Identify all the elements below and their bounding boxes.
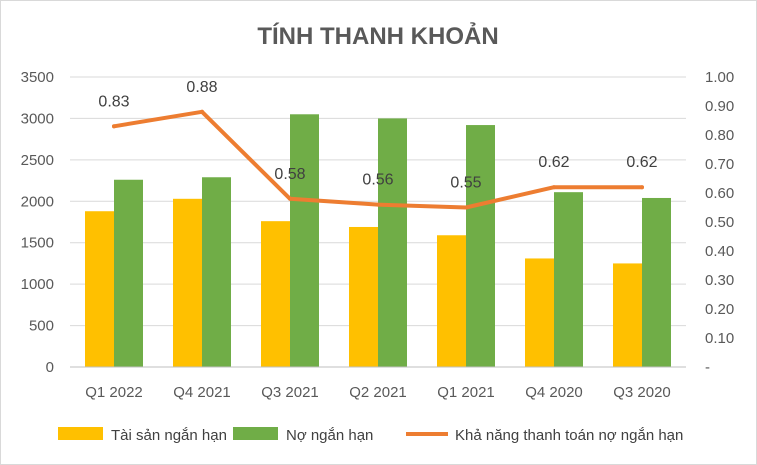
ratio-data-label: 0.58 (274, 166, 305, 183)
y-left-tick-label: 3000 (21, 110, 54, 127)
ratio-point (288, 196, 292, 201)
bars (85, 114, 671, 368)
y-right-tick-label: 1.00 (705, 69, 734, 86)
y-right-tick-label: 0.30 (705, 272, 734, 289)
ratio-line (112, 109, 644, 210)
ratio-data-label: 0.55 (450, 175, 481, 192)
legend: Tài sản ngắn hạn Nợ ngắn hạn Khả năng than… (58, 427, 683, 444)
y-right-tick-label: 0.40 (705, 243, 734, 260)
ratio-point (640, 185, 644, 190)
legend-label: Nợ ngắn hạn (286, 427, 373, 444)
bar-no-ngan-han (466, 125, 495, 367)
y-left-tick-label: 0 (46, 359, 54, 376)
legend-swatch (233, 427, 278, 440)
bar-no-ngan-han (290, 114, 319, 368)
y-left-tick-label: 1500 (21, 235, 54, 252)
bar-tai-san-ngan-han (525, 258, 554, 367)
legend-swatch (58, 427, 103, 440)
y-left-tick-label: 2000 (21, 193, 54, 210)
x-tick-label: Q4 2021 (173, 384, 231, 401)
bar-no-ngan-han (378, 118, 407, 367)
x-tick-label: Q3 2020 (613, 384, 671, 401)
x-tick-label: Q2 2021 (349, 384, 407, 401)
data-labels: 0.83 0.88 0.58 0.56 0.55 0.62 0.62 (98, 79, 657, 192)
y-right-tick-label: 0.50 (705, 214, 734, 231)
chart-title: TÍNH THANH KHOẢN (257, 21, 498, 50)
y-right-tick-label: 0.10 (705, 330, 734, 347)
y-right-tick-label: 0.20 (705, 301, 734, 318)
bar-tai-san-ngan-han (349, 226, 378, 367)
ratio-data-label: 0.62 (538, 154, 569, 171)
bar-tai-san-ngan-han (437, 235, 466, 367)
y-left-tick-label: 2500 (21, 152, 54, 169)
y-left-tick-label: 1000 (21, 276, 54, 293)
bar-tai-san-ngan-han (261, 221, 290, 367)
ratio-point (376, 202, 380, 207)
bar-no-ngan-han (202, 177, 231, 367)
x-tick-label: Q4 2020 (525, 384, 583, 401)
bar-tai-san-ngan-han (613, 263, 642, 367)
y-right-tick-label: - (705, 359, 710, 376)
legend-no-ngan-han: Nợ ngắn hạn (233, 427, 373, 444)
bar-no-ngan-han (114, 179, 143, 367)
x-tick-label: Q1 2021 (437, 384, 495, 401)
y-left-tick-label: 500 (29, 318, 54, 335)
ratio-data-label: 0.83 (98, 93, 129, 110)
y-left-tick-label: 3500 (21, 69, 54, 86)
ratio-point (552, 185, 556, 190)
ratio-data-label: 0.88 (186, 79, 217, 96)
bar-tai-san-ngan-han (85, 211, 114, 367)
y-right-tick-label: 0.80 (705, 127, 734, 144)
bar-tai-san-ngan-han (173, 198, 202, 367)
legend-tai-san-ngan-han: Tài sản ngắn hạn (58, 427, 227, 444)
bar-no-ngan-han (554, 192, 583, 367)
ratio-point (200, 109, 204, 114)
ratio-point (464, 205, 468, 210)
legend-kha-nang-thanh-toan: Khả năng thanh toán nợ ngắn hạn (406, 427, 683, 444)
y-right-tick-label: 0.90 (705, 98, 734, 115)
ratio-point (112, 124, 116, 129)
axes: 0 500 1000 1500 2000 2500 3000 3500 - 0.10 0.20 0.3… (21, 69, 735, 401)
y-right-tick-label: 0.60 (705, 185, 734, 202)
ratio-data-label: 0.56 (362, 172, 393, 189)
legend-label: Khả năng thanh toán nợ ngắn hạn (455, 427, 683, 444)
x-tick-label: Q3 2021 (261, 384, 319, 401)
x-tick-label: Q1 2022 (85, 384, 143, 401)
bar-no-ngan-han (642, 197, 671, 367)
ratio-data-label: 0.62 (626, 154, 657, 171)
y-right-tick-label: 0.70 (705, 156, 734, 173)
legend-label: Tài sản ngắn hạn (111, 427, 227, 444)
